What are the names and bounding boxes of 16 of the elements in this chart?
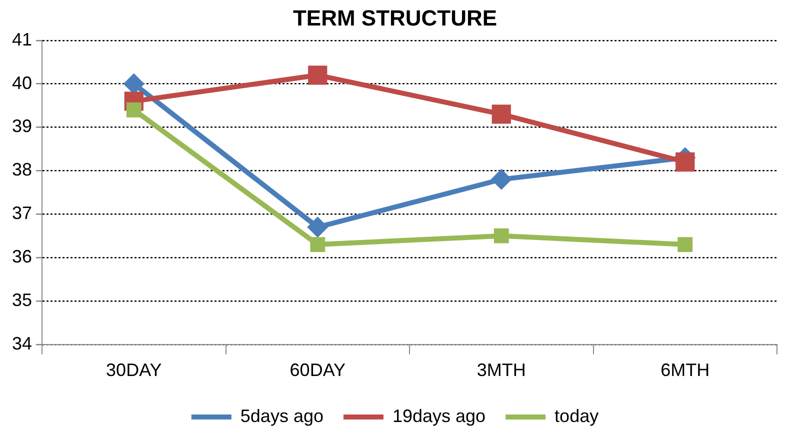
x-tick-label: 6MTH: [660, 360, 710, 380]
y-tick-label: 34: [12, 333, 32, 354]
y-tick-label: 40: [12, 72, 32, 93]
legend-label: 5days ago: [240, 406, 324, 426]
y-tick-label: 35: [12, 290, 32, 310]
y-tick-label: 41: [12, 29, 32, 50]
y-tick-label: 39: [12, 116, 32, 136]
legend-label: 19days ago: [392, 406, 486, 426]
y-tick-label: 36: [12, 246, 32, 267]
x-tick-label: 60DAY: [290, 360, 346, 380]
legend-label: today: [554, 406, 599, 426]
y-tick-label: 37: [12, 203, 32, 224]
chart-title: TERM STRUCTURE: [292, 5, 498, 30]
y-tick-label: 38: [12, 160, 32, 180]
x-tick-label: 3MTH: [476, 360, 526, 380]
x-tick-label: 30DAY: [106, 360, 162, 380]
